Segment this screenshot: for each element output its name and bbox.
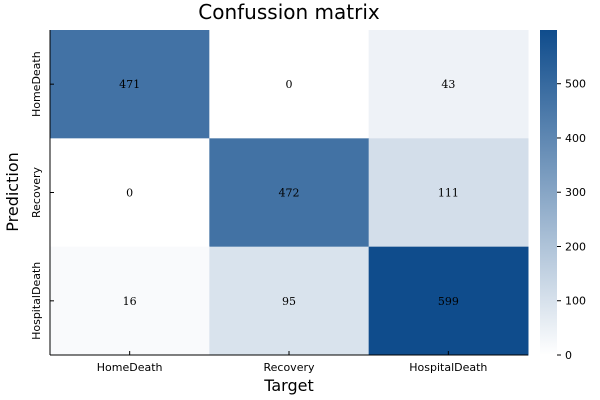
heatmap-cells — [50, 30, 529, 356]
cell-value-label: 0 — [126, 187, 133, 200]
cell-value-label: 599 — [438, 295, 459, 308]
cell-value-label: 472 — [279, 187, 300, 200]
colorbar-tick-label: 300 — [565, 186, 586, 199]
x-tick-label: HomeDeath — [97, 361, 163, 374]
heatmap-cell — [50, 30, 210, 139]
cell-value-label: 471 — [119, 78, 140, 91]
cell-value-label: 16 — [123, 295, 137, 308]
colorbar-tick-label: 100 — [565, 295, 586, 308]
cell-value-label: 43 — [441, 78, 455, 91]
y-tick-label: Recovery — [30, 167, 43, 218]
colorbar — [540, 30, 557, 355]
cell-value-label: 111 — [438, 187, 459, 200]
heatmap-cell — [368, 246, 529, 356]
heatmap-cell — [50, 138, 210, 248]
x-tick-label: Recovery — [263, 361, 314, 374]
x-axis-label: Target — [263, 376, 314, 395]
colorbar-tick-label: 0 — [565, 349, 572, 362]
cell-value-label: 0 — [286, 78, 293, 91]
colorbar-ticks: 0 100 200 300 400 500 — [557, 78, 586, 362]
x-tick-label: HospitalDeath — [409, 361, 487, 374]
y-axis-label: Prediction — [3, 152, 22, 231]
heatmap-cell — [368, 138, 529, 248]
heatmap-cell — [209, 30, 370, 139]
colorbar-tick-label: 200 — [565, 240, 586, 253]
cell-value-label: 95 — [282, 295, 296, 308]
y-tick-label: HomeDeath — [30, 51, 43, 117]
heatmap-cell-labels: 471 0 43 0 472 111 16 95 599 — [119, 78, 459, 308]
chart-title: Confussion matrix — [198, 0, 380, 24]
heatmap-cell — [209, 138, 370, 248]
heatmap-cell — [50, 246, 210, 356]
heatmap-cell — [209, 246, 370, 356]
colorbar-tick-label: 500 — [565, 78, 586, 91]
y-tick-labels: HomeDeath Recovery HospitalDeath — [30, 51, 54, 340]
y-tick-label: HospitalDeath — [30, 262, 43, 340]
colorbar-tick-label: 400 — [565, 132, 586, 145]
x-tick-labels: HomeDeath Recovery HospitalDeath — [97, 351, 487, 374]
heatmap-cell — [368, 30, 529, 139]
